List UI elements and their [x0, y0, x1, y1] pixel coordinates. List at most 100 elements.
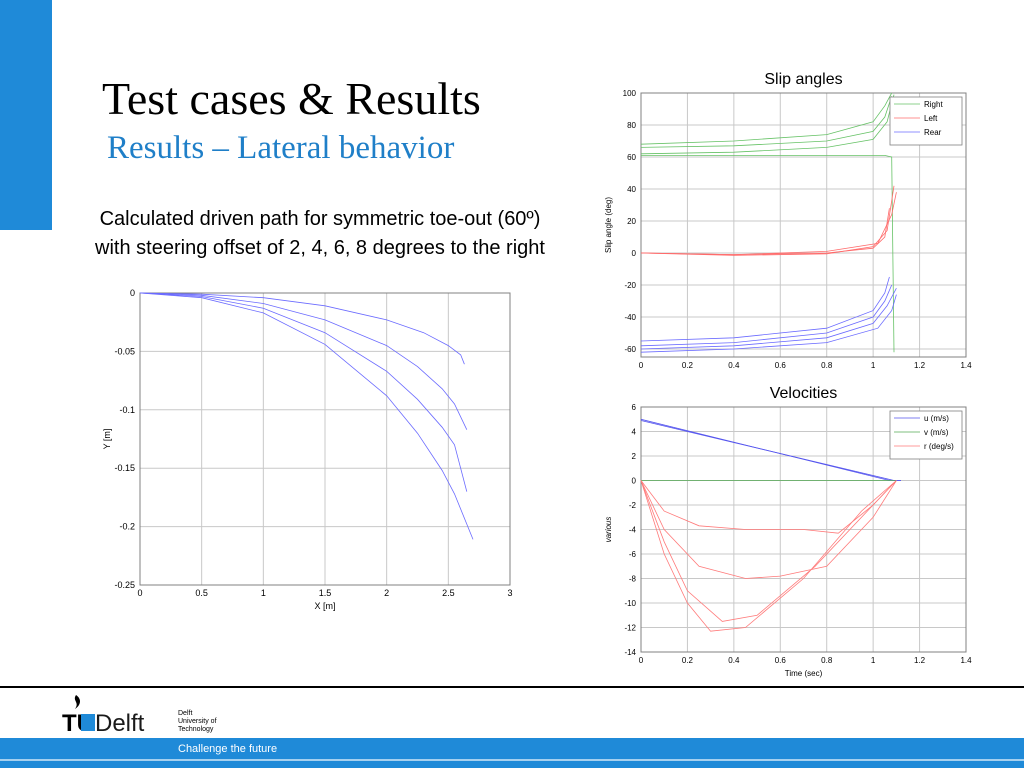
y-tick-label: 20	[627, 217, 636, 226]
tu-delft-logo: TU Delft	[62, 695, 145, 735]
y-tick-label: 0	[130, 288, 135, 298]
series-line	[640, 480, 897, 534]
y-tick-label: -4	[629, 526, 637, 535]
y-tick-label: -0.1	[119, 405, 135, 415]
logo-subtext: Delft University of Technology	[178, 710, 217, 734]
accent-bar	[0, 0, 52, 230]
y-tick-label: 6	[632, 403, 637, 412]
legend-label: v (m/s)	[924, 428, 949, 437]
y-tick-label: -8	[629, 575, 637, 584]
series-line	[640, 284, 893, 347]
path-chart: 0 0.5 1 1.5 2 2.5 3 0 -0.05 -0.1 -0.15 -0.2 -0.25 X […	[102, 288, 513, 611]
series-line	[139, 292, 468, 492]
x-tick-label: 0.5	[195, 588, 208, 598]
x-tick-label: 0.6	[775, 361, 787, 370]
x-tick-label: 2.5	[442, 588, 455, 598]
y-tick-label: -2	[629, 501, 637, 510]
x-tick-label: 0.4	[728, 361, 740, 370]
slip-angles-chart: Slip angles 0 0.2 0.4 0.6 0.8 1 1.2 1.4 100 80 60 40…	[604, 71, 972, 370]
plot-frame	[640, 92, 967, 358]
x-tick-label: 0.4	[728, 656, 740, 665]
logo-sub-line-1: Delft	[178, 710, 193, 717]
plot-frame	[139, 292, 511, 586]
caption: Calculated driven path for symmetric toe…	[40, 205, 600, 263]
flame-icon	[74, 695, 81, 709]
y-tick-label: -0.15	[114, 463, 135, 473]
y-tick-label: -14	[624, 648, 636, 657]
x-tick-label: 0.8	[821, 656, 833, 665]
legend-label: u (m/s)	[924, 414, 949, 423]
series-line	[139, 292, 474, 540]
y-tick-label: 4	[632, 428, 637, 437]
x-tick-label: 0	[639, 656, 644, 665]
caption-line-1: Calculated driven path for symmetric toe…	[99, 208, 541, 230]
x-tick-label: 0	[639, 361, 644, 370]
y-tick-label: -0.05	[114, 346, 135, 356]
y-tick-label: -0.25	[114, 580, 135, 590]
series-line	[640, 96, 893, 148]
chart-title: Slip angles	[764, 71, 842, 88]
footer-divider	[0, 686, 1024, 688]
plot-frame	[640, 406, 967, 653]
y-tick-label: 60	[627, 153, 636, 162]
x-tick-label: 1.2	[914, 656, 926, 665]
series-line	[640, 418, 901, 481]
y-axis-label: Slip angle (deg)	[604, 197, 613, 253]
y-tick-label: 40	[627, 185, 636, 194]
legend-label: Rear	[924, 128, 942, 137]
y-tick-label: 100	[623, 89, 637, 98]
y-tick-label: -6	[629, 550, 637, 559]
y-tick-label: -10	[624, 599, 636, 608]
series-line	[139, 292, 465, 365]
series-line	[640, 94, 895, 155]
x-tick-label: 0.2	[682, 361, 694, 370]
velocities-chart: Velocities 0 0.2 0.4 0.6 0.8 1 1.2 1.4 6 4 2 0 -2 -4 -6…	[604, 385, 972, 678]
x-tick-label: 1.5	[319, 588, 332, 598]
y-axis-label: various	[604, 517, 613, 543]
series-line	[640, 92, 893, 145]
x-axis-label: X [m]	[314, 601, 335, 611]
series-line	[640, 480, 897, 579]
y-tick-label: -0.2	[119, 522, 135, 532]
x-tick-label: 1.4	[960, 656, 972, 665]
y-tick-label: 0	[632, 249, 637, 258]
slide-title: Test cases & Results	[102, 73, 481, 124]
x-tick-label: 0.2	[682, 656, 694, 665]
x-tick-label: 1	[261, 588, 266, 598]
slogan: Challenge the future	[178, 743, 278, 755]
x-tick-label: 0.8	[821, 361, 833, 370]
series-line	[640, 480, 897, 622]
x-tick-label: 2	[384, 588, 389, 598]
x-tick-label: 1	[871, 361, 876, 370]
x-tick-label: 3	[507, 588, 512, 598]
series-line	[640, 288, 897, 350]
x-tick-label: 1.4	[960, 361, 972, 370]
logo-sub-line-2: University of	[178, 718, 217, 725]
series-line	[641, 155, 895, 353]
series-line	[640, 420, 901, 481]
y-tick-label: 0	[632, 477, 637, 486]
legend-label: Right	[924, 100, 943, 109]
x-tick-label: 1	[871, 656, 876, 665]
footer-band	[0, 738, 1024, 768]
x-tick-label: 0	[137, 588, 142, 598]
y-tick-label: -20	[624, 281, 636, 290]
series-line	[640, 185, 895, 256]
logo-sub-line-3: Technology	[178, 726, 214, 733]
legend-box	[889, 410, 963, 460]
legend-box	[889, 96, 963, 146]
series-line	[640, 276, 890, 342]
footer-stripe	[0, 759, 1024, 761]
y-tick-label: -12	[624, 624, 636, 633]
legend-label: Left	[924, 114, 938, 123]
chart-title: Velocities	[770, 385, 838, 402]
series-line	[139, 292, 468, 430]
slide-subtitle: Results – Lateral behavior	[107, 130, 455, 166]
y-tick-label: 80	[627, 121, 636, 130]
series-line	[640, 480, 897, 632]
y-tick-label: -60	[624, 345, 636, 354]
x-tick-label: 1.2	[914, 361, 926, 370]
x-axis-label: Time (sec)	[785, 669, 823, 678]
legend-label: r (deg/s)	[924, 442, 954, 451]
y-axis-label: Y [m]	[102, 429, 112, 450]
